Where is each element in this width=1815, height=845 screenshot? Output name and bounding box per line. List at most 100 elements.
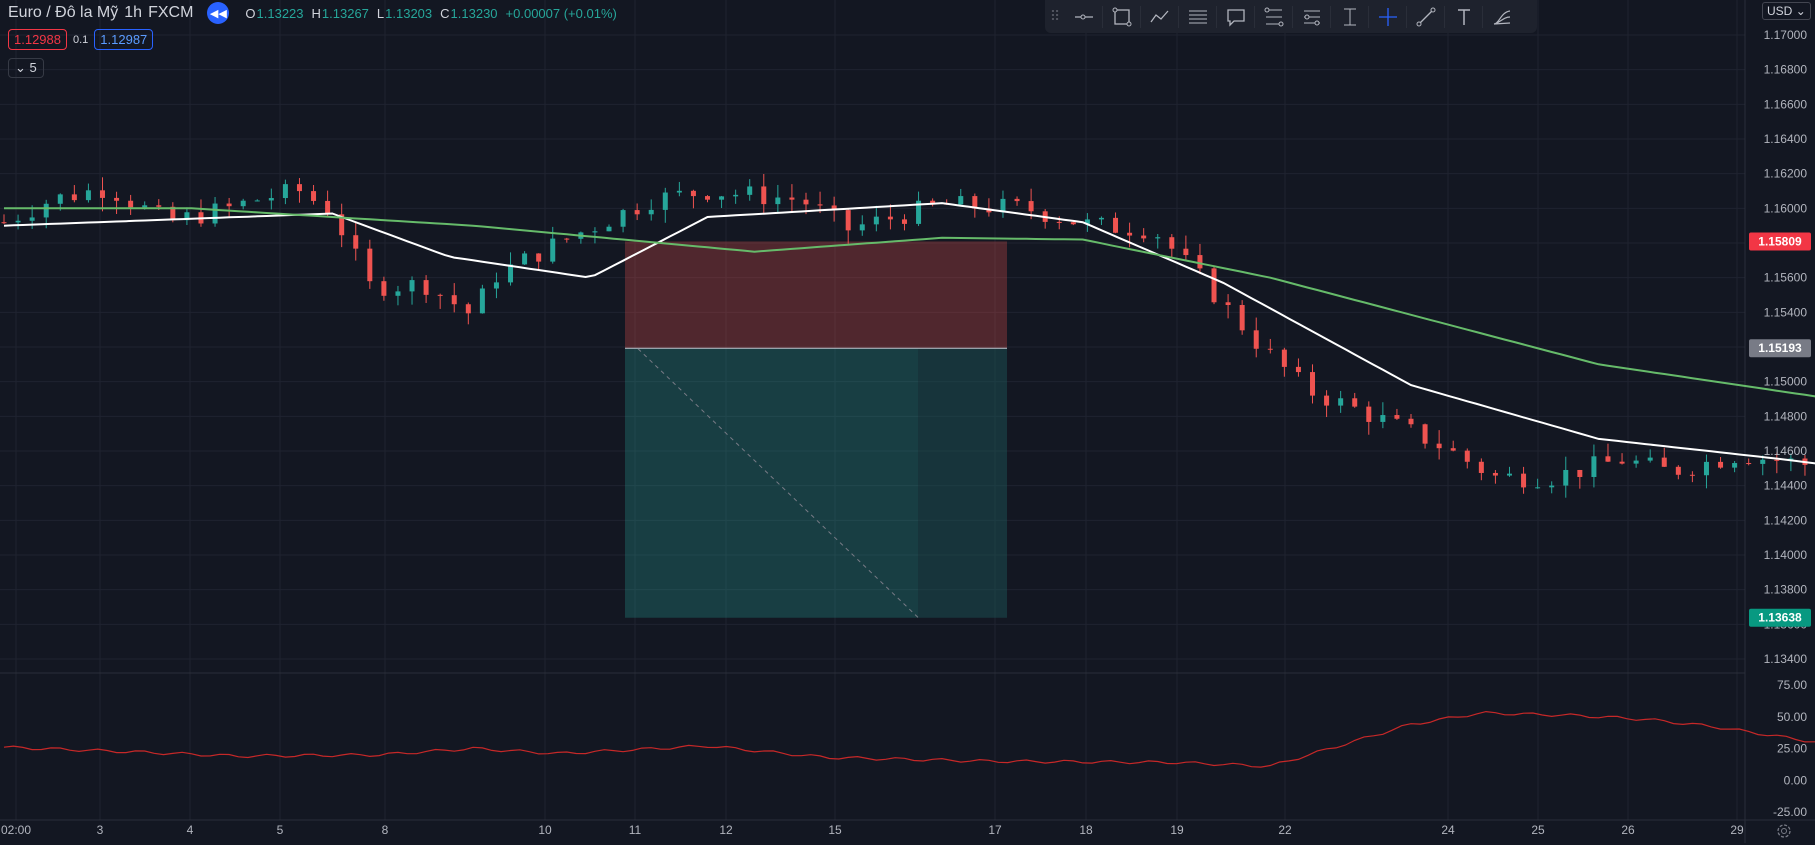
settings-gear-icon[interactable]	[1775, 822, 1793, 840]
candle-up	[592, 231, 597, 232]
price-tick-label: 1.17000	[1764, 28, 1808, 42]
candle-down	[1577, 470, 1582, 477]
candle-down	[1141, 236, 1146, 239]
candle-up	[1099, 218, 1104, 220]
callout-icon[interactable]	[1217, 3, 1254, 31]
candle-down	[438, 295, 443, 296]
symbol-name[interactable]: Euro / Đô la Mỹ	[8, 4, 118, 22]
drawing-toolbar: ⠿	[1045, 0, 1537, 33]
candle-down	[466, 304, 471, 313]
candle-down	[1352, 398, 1357, 406]
candle-up	[747, 186, 752, 194]
candle-down	[1057, 222, 1062, 223]
candle-down	[635, 210, 640, 214]
close-value: 1.13230	[451, 6, 498, 21]
candle-down	[1254, 330, 1259, 348]
price-tick-label: 1.13800	[1764, 583, 1808, 597]
price-tick-label: 1.16800	[1764, 63, 1808, 77]
indicators-toggle[interactable]: ⌄ 5	[8, 58, 44, 78]
candle-up	[958, 196, 963, 204]
candle-up	[241, 201, 246, 206]
candle-up	[874, 217, 879, 225]
price-tick-label: 1.14800	[1764, 409, 1808, 423]
fib-extension-icon[interactable]	[1293, 3, 1330, 31]
time-tick-label: 5	[277, 823, 284, 837]
candle-down	[564, 239, 569, 240]
currency-select[interactable]: USD ⌄	[1762, 2, 1811, 20]
crosshair-icon[interactable]	[1369, 3, 1406, 31]
oscillator-pane	[4, 706, 1815, 767]
time-tick-label: 10	[538, 823, 552, 837]
price-tick-label: 1.15400	[1764, 305, 1808, 319]
candle-down	[1113, 218, 1118, 233]
oscillator-tick-label: -25.00	[1773, 805, 1807, 819]
candle-down	[705, 196, 710, 200]
candle-down	[1240, 305, 1245, 330]
spread-value: 0.1	[73, 34, 88, 46]
horizontal-ray-icon[interactable]	[1065, 3, 1102, 31]
time-tick-label: 12	[719, 823, 733, 837]
candle-down	[1690, 475, 1695, 476]
interval-label[interactable]: 1h	[124, 4, 142, 22]
candle-down	[1183, 249, 1188, 255]
price-tick-label: 1.15000	[1764, 375, 1808, 389]
candle-down	[2, 222, 7, 223]
time-tick-label: 22	[1278, 823, 1292, 837]
candle-down	[381, 281, 386, 296]
candle-up	[269, 198, 274, 200]
candle-up	[494, 282, 499, 288]
candle-up	[663, 193, 668, 210]
candle-down	[1676, 467, 1681, 475]
drag-handle-icon[interactable]: ⠿	[1045, 8, 1065, 25]
path-icon[interactable]	[1141, 3, 1178, 31]
candle-down	[297, 184, 302, 191]
candle-down	[789, 198, 794, 200]
parallel-channel-icon[interactable]	[1179, 3, 1216, 31]
time-tick-label: 8	[382, 823, 389, 837]
sell-button[interactable]: 1.12988	[8, 29, 67, 50]
candle-up	[213, 204, 218, 224]
candle-down	[452, 295, 457, 304]
candle-up	[1549, 486, 1554, 488]
candle-up	[1338, 398, 1343, 405]
price-tick-label: 1.16200	[1764, 167, 1808, 181]
candle-down	[1197, 255, 1202, 268]
candle-up	[550, 239, 555, 262]
rectangle-icon[interactable]	[1103, 3, 1140, 31]
trend-line-icon[interactable]	[1407, 3, 1444, 31]
time-tick-label: 24	[1441, 823, 1455, 837]
candle-down	[1268, 349, 1273, 350]
replay-icon[interactable]: ◀◀	[207, 2, 229, 24]
candle-down	[114, 198, 119, 201]
candle-up	[395, 291, 400, 295]
candle-up	[1704, 462, 1709, 475]
fib-retracement-icon[interactable]	[1255, 3, 1292, 31]
buy-button[interactable]: 1.12987	[94, 29, 153, 50]
entry-label: 1.15193	[1758, 341, 1802, 355]
candle-down	[1746, 463, 1751, 464]
candle-down	[1071, 222, 1076, 224]
candle-up	[1732, 463, 1737, 468]
candle-up	[58, 194, 63, 203]
change-value: +0.00007 (+0.01%)	[506, 6, 617, 21]
candle-down	[1310, 372, 1315, 396]
price-range-icon[interactable]	[1331, 3, 1368, 31]
candle-down	[1282, 350, 1287, 367]
price-tick-label: 1.15600	[1764, 271, 1808, 285]
text-icon[interactable]	[1445, 3, 1482, 31]
candle-up	[1380, 415, 1385, 422]
candle-down	[367, 249, 372, 282]
candle-down	[1015, 199, 1020, 201]
time-tick-label: 25	[1531, 823, 1545, 837]
candle-down	[1465, 451, 1470, 462]
candle-down	[353, 235, 358, 248]
candle-up	[255, 200, 260, 201]
pitchfork-icon[interactable]	[1483, 3, 1520, 31]
candle-down	[156, 205, 161, 206]
candle-up	[1648, 458, 1653, 461]
oscillator-tick-label: 50.00	[1777, 710, 1807, 724]
high-value: 1.13267	[322, 6, 369, 21]
candle-down	[536, 253, 541, 261]
candle-down	[902, 219, 907, 224]
